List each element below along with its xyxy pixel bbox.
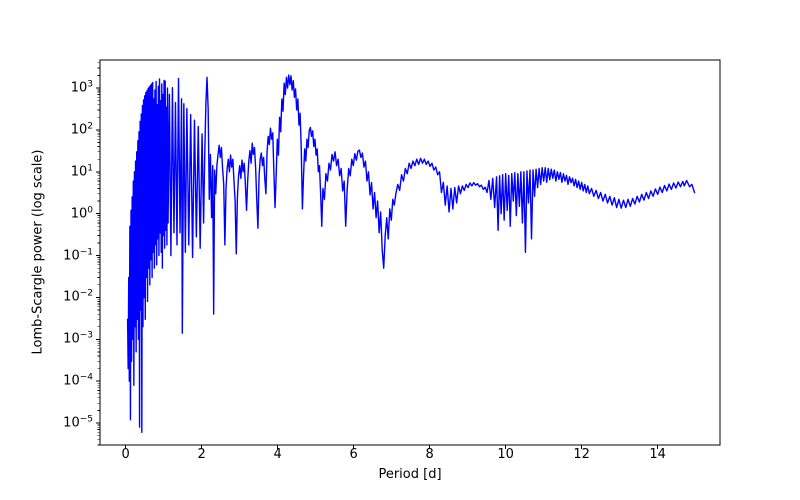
x-tick-label: 6 [349, 447, 358, 462]
x-tick-label: 4 [273, 447, 282, 462]
x-tick-label: 8 [425, 447, 434, 462]
y-tick-label: 10−3 [63, 330, 93, 347]
x-tick-label: 12 [573, 447, 590, 462]
x-tick-label: 10 [497, 447, 514, 462]
x-tick-label: 0 [121, 447, 130, 462]
y-tick-label: 103 [70, 79, 93, 96]
periodogram-curve [126, 74, 696, 434]
y-tick-label: 10−4 [63, 372, 93, 389]
y-axis-label: Lomb-Scargle power (log scale) [30, 149, 46, 355]
y-tick-label: 10−2 [63, 288, 93, 305]
y-tick-label: 10−5 [63, 414, 93, 431]
x-tick-label: 14 [649, 447, 666, 462]
y-tick-label: 100 [70, 205, 93, 222]
y-tick-label: 102 [70, 121, 93, 138]
x-tick-label: 2 [197, 447, 206, 462]
y-tick-label: 101 [70, 163, 93, 180]
y-tick-label: 10−1 [63, 247, 93, 264]
axes-frame [99, 59, 721, 446]
x-axis-label: Period [d] [378, 467, 442, 482]
